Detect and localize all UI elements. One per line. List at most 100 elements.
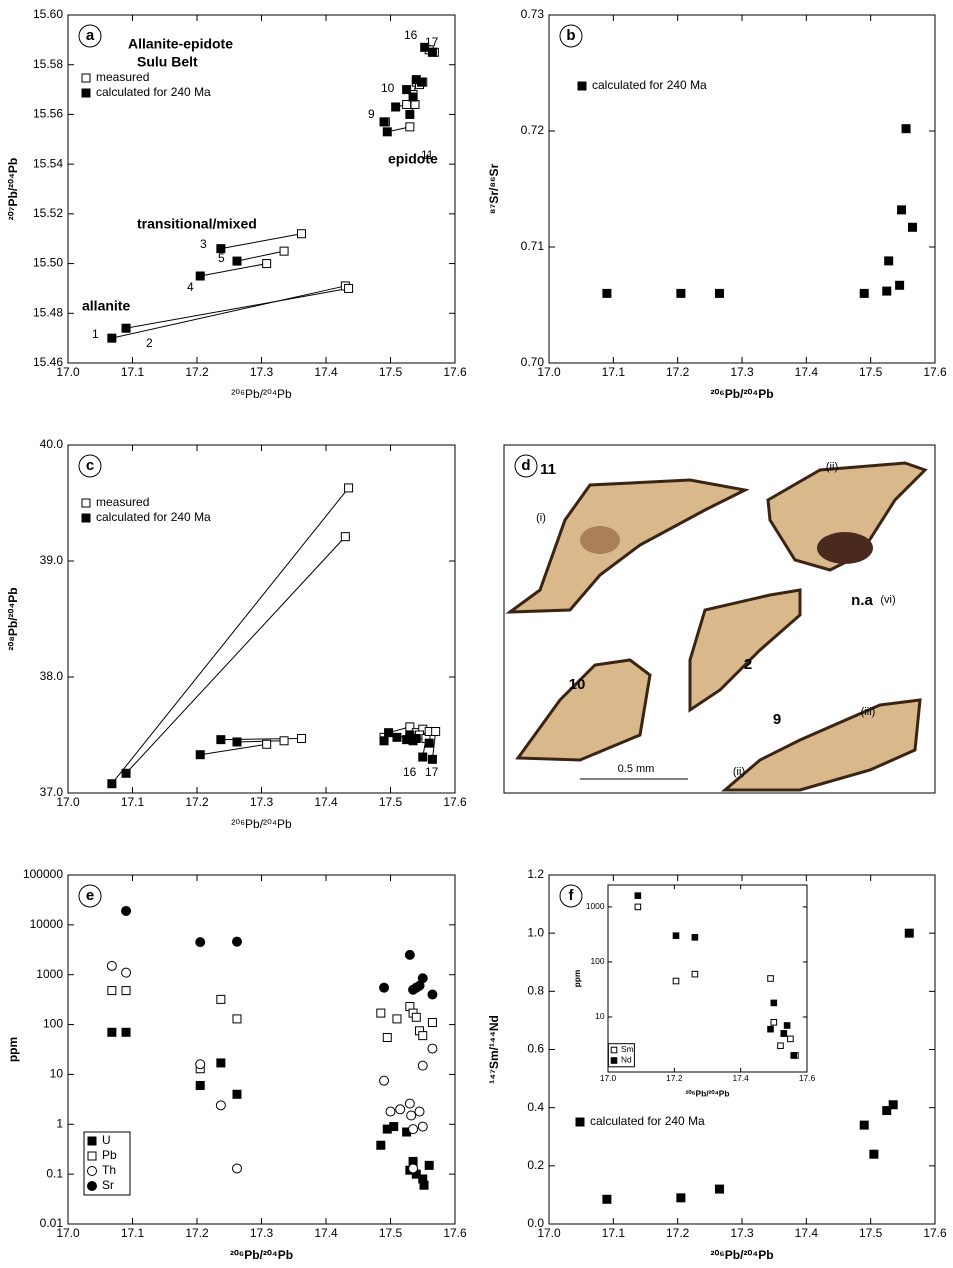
y-axis-label: ¹⁴⁷Sm/¹⁴⁴Nd [487, 1015, 501, 1084]
legend-label: Pb [102, 1148, 117, 1162]
tie-line [236, 250, 285, 262]
x-tick-label: 17.0 [56, 795, 80, 809]
x-tick-label: 17.3 [730, 1226, 754, 1240]
legend-label: calculated for 240 Ma [590, 1114, 705, 1128]
point [279, 736, 289, 746]
legend-marker [610, 1057, 618, 1064]
plot-frame [67, 874, 456, 1225]
crystal [515, 658, 652, 762]
annotation: 16 [403, 765, 417, 779]
tie-line [431, 731, 437, 760]
point [379, 736, 389, 746]
x-tick-label: 17.2 [666, 1073, 683, 1083]
annotation: 1 [92, 327, 99, 341]
point [417, 973, 428, 984]
photo-label: (i) [536, 512, 546, 524]
y-tick-label: 38.0 [40, 669, 64, 683]
y-tick-label: 1000 [36, 967, 63, 981]
point [279, 246, 289, 256]
point [107, 1027, 117, 1037]
point [376, 1008, 386, 1018]
point [402, 99, 412, 109]
annotation: 2 [146, 336, 153, 350]
y-tick-label: 0.1 [46, 1166, 63, 1180]
point [859, 288, 869, 298]
legend-marker [87, 1181, 97, 1191]
x-tick-label: 17.6 [799, 1073, 816, 1083]
annotation: 3 [200, 237, 207, 251]
photo-label: (ii) [733, 766, 745, 778]
x-tick-label: 17.0 [56, 1226, 80, 1240]
plot-frame [548, 14, 936, 364]
x-tick-label: 17.1 [121, 365, 145, 379]
y-axis-label: ⁸⁷Sr/⁸⁶Sr [487, 163, 501, 214]
point [232, 737, 242, 747]
point [404, 949, 415, 960]
x-axis-label: ²⁰⁶Pb/²⁰⁴Pb [230, 1248, 293, 1262]
point [392, 732, 402, 742]
x-tick-label: 17.6 [923, 1226, 947, 1240]
panel-badge [78, 454, 102, 478]
panel-badge [559, 884, 583, 908]
photo-label: 2 [744, 656, 752, 673]
point [691, 934, 699, 941]
x-tick-label: 17.0 [537, 1226, 561, 1240]
point [634, 892, 642, 899]
point [231, 1163, 242, 1174]
y-tick-label: 0.71 [521, 239, 545, 253]
legend-label: Sr [102, 1178, 114, 1192]
point [402, 85, 412, 95]
y-tick-label: 1.2 [527, 867, 544, 881]
x-tick-label: 17.5 [379, 795, 403, 809]
panel-badge [559, 24, 583, 48]
y-axis-label: ²⁰⁷Pb/²⁰⁴Pb [6, 158, 20, 221]
x-axis-label: ²⁰⁶Pb/²⁰⁴Pb [710, 387, 773, 401]
y-tick-label: 10 [595, 1011, 605, 1021]
point [379, 982, 390, 993]
legend-marker [81, 498, 91, 508]
y-tick-label: 15.46 [33, 355, 63, 369]
y-tick-label: 37.0 [40, 785, 64, 799]
point [907, 222, 917, 232]
y-tick-label: 15.60 [33, 7, 63, 21]
x-tick-label: 17.3 [250, 795, 274, 809]
tie-line [200, 743, 267, 756]
point [767, 1025, 774, 1033]
x-tick-label: 17.4 [733, 1073, 750, 1083]
point [382, 1033, 392, 1043]
point [634, 903, 642, 911]
y-axis-label: ppm [6, 1037, 20, 1062]
point [195, 1059, 206, 1070]
x-tick-label: 17.2 [185, 1226, 209, 1240]
y-tick-label: 100 [591, 956, 605, 966]
x-tick-label: 17.6 [443, 365, 467, 379]
x-tick-label: 17.5 [379, 365, 403, 379]
x-tick-label: 17.4 [314, 365, 338, 379]
point [392, 1014, 402, 1024]
x-tick-label: 17.1 [121, 795, 145, 809]
y-tick-label: 1 [56, 1116, 63, 1130]
x-axis-label: ²⁰⁶Pb/²⁰⁴Pb [231, 817, 292, 831]
y-tick-label: 0.6 [527, 1042, 544, 1056]
legend-label: Th [102, 1163, 116, 1177]
y-tick-label: 0.2 [527, 1158, 544, 1172]
point [379, 1075, 390, 1086]
point [216, 735, 226, 745]
x-tick-label: 17.3 [250, 1226, 274, 1240]
x-tick-label: 17.3 [730, 365, 754, 379]
tie-line [220, 233, 302, 250]
legend-label: Sm [621, 1044, 634, 1054]
point [385, 1106, 396, 1117]
legend-label: measured [96, 495, 149, 509]
inclusion [580, 526, 620, 554]
y-tick-label: 10 [50, 1067, 64, 1081]
point [382, 127, 392, 137]
photo-label: 0.5 mm [618, 763, 655, 775]
point [195, 271, 205, 281]
y-tick-label: 0.73 [521, 7, 545, 21]
point [418, 1031, 428, 1041]
point [770, 1018, 778, 1026]
point [232, 1014, 242, 1024]
panel-badge [514, 454, 538, 478]
point [419, 1180, 429, 1190]
